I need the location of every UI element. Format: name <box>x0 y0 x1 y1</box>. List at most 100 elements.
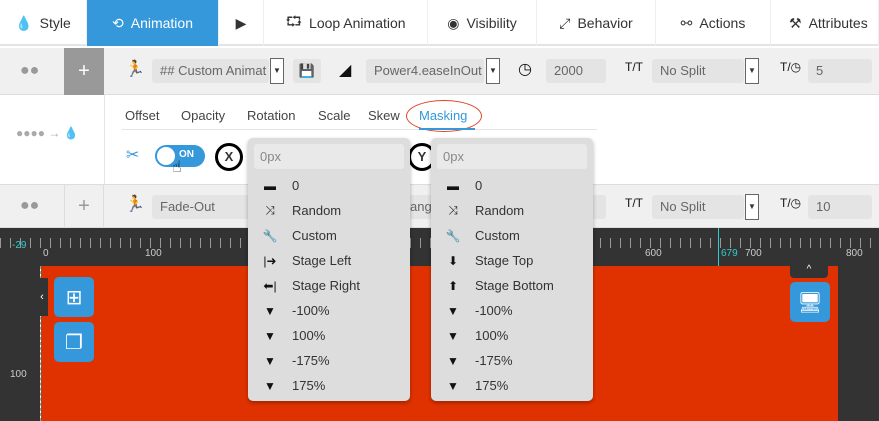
running-icon: 🏃 <box>125 196 145 213</box>
dropdown-option[interactable]: ▼ -100% <box>431 298 593 323</box>
minus-icon: ▬ <box>447 178 459 193</box>
stagger-input[interactable]: 10 <box>808 195 872 219</box>
tab-actions[interactable]: ⚯ Actions <box>656 0 771 46</box>
option-label: Custom <box>475 228 520 243</box>
dropdown-option[interactable]: |➜ Stage Left <box>248 248 410 273</box>
easing-select[interactable]: Power4.easeInOut <box>366 59 484 83</box>
y-offset-dropdown: 0px ▬ 0 ⤨ Random 🔧 Custom ⬇ Stage Top ⬆ Stage Bot… <box>431 138 593 401</box>
funnel-icon: ▼ <box>447 353 459 368</box>
subtab-rotation[interactable]: Rotation <box>247 108 296 123</box>
add-button[interactable]: + <box>64 185 104 228</box>
chevron-down-icon[interactable]: ▼ <box>486 58 500 84</box>
dropdown-option[interactable]: ▼ 175% <box>248 373 410 398</box>
running-icon: 🏃 <box>125 61 145 78</box>
tab-attributes[interactable]: ⚒ Attributes <box>771 0 879 46</box>
tab-animation[interactable]: ⟲ Animation <box>87 0 219 46</box>
expand-up-button[interactable]: ^ <box>790 262 828 278</box>
dropdown-option[interactable]: ▬ 0 <box>248 173 410 198</box>
chevron-up-icon: ^ <box>806 264 812 275</box>
option-label: 0 <box>475 178 483 193</box>
funnel-icon: ▼ <box>447 303 459 318</box>
drop-icon: 💧 <box>15 14 33 31</box>
dropdown-option[interactable]: ▼ -175% <box>431 348 593 373</box>
easing-icon: ◢ <box>339 62 352 79</box>
stage-right-icon: ⬅| <box>263 278 277 293</box>
tab-style[interactable]: 💧 Style <box>0 0 87 46</box>
frames-icon: ●● <box>20 62 40 79</box>
frames-icon: ●● <box>20 197 40 214</box>
main-tabs: 💧 Style ⟲ Animation ▶ ⮔ Loop Animation ◉ Vis… <box>0 0 879 46</box>
option-label: Random <box>475 203 525 218</box>
y-offset-input[interactable]: 0px <box>437 144 587 169</box>
frames-to-drop-icon: ●●●● → 💧 <box>16 126 79 140</box>
dropdown-option[interactable]: ⤨ Random <box>248 198 410 223</box>
option-label: 175% <box>292 378 326 393</box>
collapse-button[interactable]: ‹ <box>36 278 48 316</box>
play-button[interactable]: ▶ <box>219 0 264 46</box>
add-layer-button[interactable]: ⊞ <box>54 277 94 317</box>
tab-loop-animation[interactable]: ⮔ Loop Animation <box>264 0 428 46</box>
masking-toggle[interactable]: ON <box>155 145 205 167</box>
stagger-icon: T/◷ <box>780 196 802 210</box>
highlight-circle <box>406 100 482 132</box>
tools-icon: ⚒ <box>789 14 802 31</box>
clock-icon: ◷ <box>518 61 532 78</box>
animation-select[interactable]: ## Custom Animat <box>152 59 269 83</box>
tab-behavior[interactable]: ⤢ Behavior <box>537 0 656 46</box>
dropdown-option[interactable]: ▬ 0 <box>431 173 593 198</box>
option-label: -175% <box>475 353 513 368</box>
funnel-icon: ▼ <box>264 328 276 343</box>
stage-left-icon: |➜ <box>263 253 277 268</box>
stage-top-icon: ⬇ <box>447 253 459 268</box>
dropdown-option[interactable]: ▼ -175% <box>248 348 410 373</box>
chevron-down-icon[interactable]: ▼ <box>745 194 759 220</box>
subtab-skew[interactable]: Skew <box>368 108 400 123</box>
dropdown-option[interactable]: ⬆ Stage Bottom <box>431 273 593 298</box>
loop-icon: ⮔ <box>285 13 303 29</box>
subtab-offset[interactable]: Offset <box>125 108 160 123</box>
dropdown-option[interactable]: ⬅| Stage Right <box>248 273 410 298</box>
play-icon: ▶ <box>235 14 247 31</box>
save-button[interactable]: 💾 <box>293 59 321 83</box>
subtab-opacity[interactable]: Opacity <box>181 108 226 123</box>
tab-visibility[interactable]: ◉ Visibility <box>428 0 537 46</box>
hand-cursor-icon: ☝ <box>172 159 182 176</box>
option-label: Stage Left <box>292 253 352 268</box>
text-split-icon: T/T <box>625 196 643 210</box>
funnel-icon: ▼ <box>264 353 276 368</box>
duplicate-button[interactable]: ❐ <box>54 322 94 362</box>
scissors-icon: ✂ <box>126 147 140 164</box>
minus-icon: ▬ <box>264 178 276 193</box>
option-label: Stage Bottom <box>475 278 554 293</box>
option-label: -175% <box>292 353 330 368</box>
add-button[interactable]: + <box>64 48 104 95</box>
dropdown-option[interactable]: ⬇ Stage Top <box>431 248 593 273</box>
dropdown-option[interactable]: ▼ 100% <box>431 323 593 348</box>
dropdown-option[interactable]: ▼ -100% <box>248 298 410 323</box>
text-split-icon: T/T <box>625 60 643 74</box>
funnel-icon: ▼ <box>447 378 459 393</box>
chevron-down-icon[interactable]: ▼ <box>270 58 284 84</box>
dropdown-option[interactable]: 🔧 Custom <box>431 223 593 248</box>
link-icon: ⚯ <box>680 14 693 31</box>
stagger-input[interactable]: 5 <box>808 59 872 83</box>
split-select[interactable]: No Split <box>652 59 744 83</box>
funnel-icon: ▼ <box>447 328 459 343</box>
add-layer-icon: ⊞ <box>65 286 83 309</box>
option-label: Random <box>292 203 342 218</box>
random-icon: ⤨ <box>448 203 458 217</box>
funnel-icon: ▼ <box>264 303 276 318</box>
split-select[interactable]: No Split <box>652 195 744 219</box>
chevron-down-icon[interactable]: ▼ <box>745 58 759 84</box>
wrench-icon: 🔧 <box>262 228 278 243</box>
duration-input[interactable]: 2000 <box>546 59 606 83</box>
dropdown-option[interactable]: 🔧 Custom <box>248 223 410 248</box>
subtab-scale[interactable]: Scale <box>318 108 351 123</box>
x-offset-input[interactable]: 0px <box>254 144 404 169</box>
vertical-ruler[interactable]: 100 <box>0 266 40 421</box>
option-label: -100% <box>475 303 513 318</box>
desktop-view-button[interactable]: 🖥 <box>790 282 830 322</box>
dropdown-option[interactable]: ▼ 100% <box>248 323 410 348</box>
dropdown-option[interactable]: ▼ 175% <box>431 373 593 398</box>
dropdown-option[interactable]: ⤨ Random <box>431 198 593 223</box>
